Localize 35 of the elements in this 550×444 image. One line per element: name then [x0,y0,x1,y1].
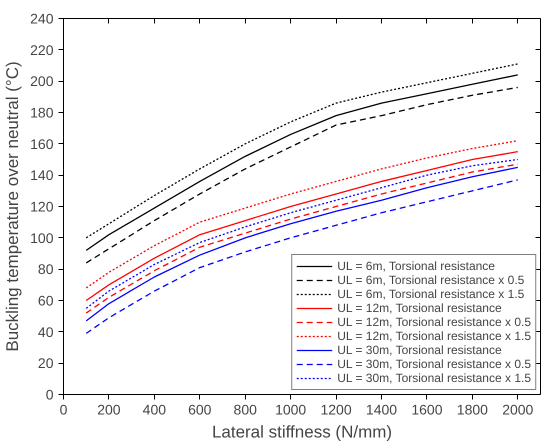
x-tick-label: 400 [142,402,166,418]
y-tick-label: 140 [30,167,54,184]
y-tick-label: 160 [30,136,54,152]
legend-label: UL = 12m, Torsional resistance x 1.5 [337,329,531,343]
x-tick-label: 800 [234,402,258,418]
legend-label: UL = 30m, Torsional resistance x 0.5 [337,357,531,371]
y-tick-label: 80 [38,261,54,278]
legend-label: UL = 30m, Torsional resistance x 1.5 [337,371,531,385]
x-tick-label: 1800 [456,402,488,418]
y-axis-title: Buckling temperature over neutral (°C) [3,61,22,352]
x-tick-label: 600 [188,402,212,418]
legend-label: UL = 6m, Torsional resistance [337,259,495,273]
legend-label: UL = 12m, Torsional resistance x 0.5 [337,315,531,329]
y-tick-label: 220 [30,42,54,58]
legend-label: UL = 12m, Torsional resistance [337,301,502,315]
legend-label: UL = 6m, Torsional resistance x 1.5 [337,287,524,301]
x-tick-label: 1200 [320,402,352,418]
x-tick-label: 1400 [366,402,398,418]
x-tick-label: 2000 [502,402,534,418]
x-tick-label: 200 [97,402,121,418]
x-tick-label: 1600 [411,402,443,418]
y-tick-label: 0 [46,386,54,402]
y-tick-label: 40 [38,324,54,340]
y-tick-label: 60 [38,292,54,308]
y-tick-label: 200 [30,73,54,90]
legend-label: UL = 30m, Torsional resistance [337,343,502,357]
y-tick-label: 20 [38,355,54,372]
x-tick-label: 1000 [275,402,306,418]
y-tick-label: 120 [30,198,54,214]
y-tick-label: 100 [30,230,54,246]
y-tick-label: 240 [30,10,54,26]
x-tick-label: 0 [60,402,68,418]
x-axis-title: Lateral stiffness (N/mm) [212,422,392,442]
y-tick-label: 180 [30,104,54,120]
legend-label: UL = 6m, Torsional resistance x 0.5 [337,273,524,287]
